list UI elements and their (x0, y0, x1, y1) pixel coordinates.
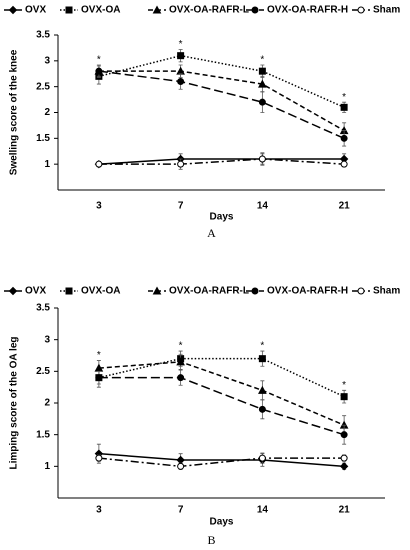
legend-marker (251, 287, 259, 295)
marker (258, 454, 266, 462)
x-tick-label: 14 (257, 201, 269, 212)
legend-label: OVX-OA-RAFR-L (169, 286, 249, 297)
x-tick-label: 21 (339, 505, 351, 516)
x-tick-label: 3 (96, 505, 102, 516)
legend-marker (357, 6, 365, 14)
legend-label: OVX-OA-RAFR-L (169, 5, 249, 16)
significance-mark: * (97, 55, 101, 66)
marker (258, 155, 266, 163)
marker (177, 374, 185, 382)
significance-mark: * (260, 55, 264, 66)
legend-label: OVX-OA (81, 286, 120, 297)
x-tick-label: 3 (96, 201, 102, 212)
series-line (98, 158, 345, 165)
marker (95, 67, 103, 75)
marker (95, 454, 103, 462)
series-line (98, 70, 345, 140)
marker (339, 462, 349, 471)
marker (258, 355, 266, 363)
marker (95, 374, 103, 382)
significance-mark: * (179, 341, 183, 352)
marker (340, 160, 348, 168)
y-tick-label: 3.5 (36, 30, 50, 41)
x-tick-label: 14 (257, 505, 269, 516)
y-axis-label: Limping score of the OA leg (9, 337, 20, 470)
marker (177, 462, 185, 470)
x-tick-label: 7 (178, 505, 184, 516)
panel-label: A (207, 226, 216, 240)
series-line (98, 54, 345, 109)
significance-mark: * (342, 92, 346, 103)
y-tick-label: 1 (44, 461, 50, 472)
legend-marker (357, 287, 365, 295)
significance-mark: * (179, 39, 183, 50)
y-tick-label: 3 (44, 55, 50, 66)
x-tick-label: 7 (178, 201, 184, 212)
legend-marker (8, 286, 18, 296)
significance-mark: * (342, 380, 346, 391)
marker (176, 455, 185, 465)
marker (177, 160, 185, 168)
significance-mark: * (97, 350, 101, 361)
marker (340, 103, 348, 111)
legend-label: OVX-OA (81, 5, 120, 16)
series-line (98, 457, 345, 468)
legend-label: Sham (373, 286, 400, 297)
marker (258, 98, 266, 106)
series-line (98, 357, 345, 398)
marker (340, 134, 348, 142)
marker (340, 393, 348, 401)
legend-marker (152, 286, 162, 295)
x-tick-label: 21 (339, 201, 351, 212)
x-axis-label: Days (210, 212, 234, 223)
y-tick-label: 2.5 (36, 366, 50, 377)
y-tick-label: 2.5 (36, 81, 50, 92)
legend-label: OVX (25, 286, 46, 297)
legend-label: OVX-OA-RAFR-H (267, 286, 348, 297)
marker (340, 431, 348, 439)
marker (177, 78, 185, 85)
marker (95, 160, 103, 168)
series-line (98, 452, 345, 468)
y-axis-label: Swelling score of the knee (9, 49, 20, 175)
significance-mark: * (260, 341, 264, 352)
x-axis-label: Days (210, 517, 234, 528)
legend-label: OVX-OA-RAFR-H (267, 5, 348, 16)
y-tick-label: 1.5 (36, 429, 50, 440)
series-line (98, 70, 345, 132)
marker (258, 67, 266, 75)
legend-marker (152, 5, 162, 14)
series-line (98, 376, 345, 436)
legend-marker (8, 5, 18, 15)
panel-label: B (207, 533, 215, 547)
y-tick-label: 2 (44, 398, 50, 409)
y-tick-label: 1 (44, 159, 50, 170)
series-line (98, 361, 345, 426)
legend-marker (65, 6, 73, 14)
series-line (98, 158, 345, 165)
marker (258, 79, 267, 88)
marker (258, 385, 267, 394)
legend-label: OVX (25, 5, 46, 16)
y-tick-label: 2 (44, 107, 50, 118)
y-tick-label: 1.5 (36, 133, 50, 144)
marker (176, 357, 185, 366)
marker (258, 405, 266, 413)
y-tick-label: 3 (44, 334, 50, 345)
legend-marker (251, 6, 259, 14)
legend-label: Sham (373, 5, 400, 16)
marker (340, 454, 348, 462)
marker (177, 52, 185, 60)
y-tick-label: 3.5 (36, 303, 50, 314)
legend-marker (65, 287, 73, 295)
